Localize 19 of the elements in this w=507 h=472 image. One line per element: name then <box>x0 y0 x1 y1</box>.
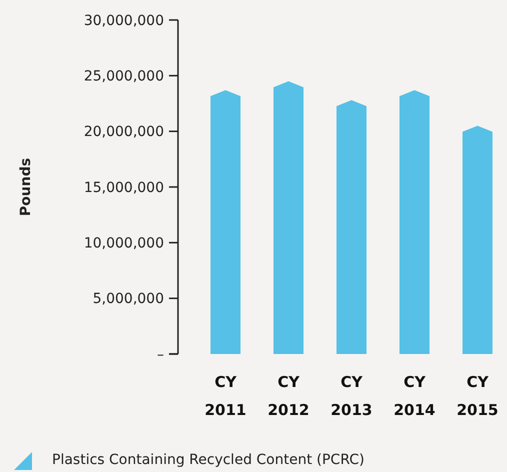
x-tick-label: CY 2014 <box>394 373 436 419</box>
x-tick-label: CY 2012 <box>268 373 310 419</box>
bar <box>462 126 492 354</box>
bar <box>210 90 240 354</box>
bar <box>274 81 304 354</box>
bar <box>336 100 366 354</box>
y-tick-label: 10,000,000 <box>84 236 164 252</box>
y-tick-label: 5,000,000 <box>92 291 164 308</box>
x-tick-label: CY 2015 <box>456 373 498 419</box>
x-tick-label: CY 2011 <box>204 373 246 419</box>
y-tick-label: 25,000,000 <box>84 68 164 85</box>
x-tick-label: CY 2013 <box>330 373 372 419</box>
y-tick-label: 15,000,000 <box>84 180 164 196</box>
y-tick-label: – <box>157 346 164 363</box>
legend-label: Plastics Containing Recycled Content (PCRC) <box>52 452 364 468</box>
bar <box>400 90 430 354</box>
y-tick-label: 30,000,000 <box>84 12 164 29</box>
y-axis-title: Pounds <box>18 158 34 216</box>
y-tick-label: 20,000,000 <box>84 124 164 140</box>
